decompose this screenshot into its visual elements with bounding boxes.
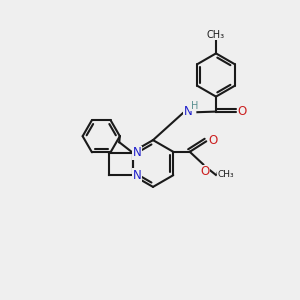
- Text: N: N: [133, 169, 142, 182]
- Text: CH₃: CH₃: [217, 170, 234, 179]
- Text: H: H: [191, 100, 198, 111]
- Text: H: H: [191, 101, 199, 111]
- Text: N: N: [184, 105, 193, 118]
- Text: O: O: [208, 133, 217, 146]
- Text: N: N: [133, 146, 142, 159]
- Text: O: O: [238, 105, 247, 118]
- Text: N: N: [184, 105, 193, 118]
- Text: N: N: [133, 169, 142, 182]
- Text: CH₃: CH₃: [207, 30, 225, 40]
- Text: CH₃: CH₃: [216, 170, 232, 179]
- Text: O: O: [200, 165, 209, 178]
- Text: N: N: [133, 146, 142, 159]
- Text: O: O: [200, 164, 209, 178]
- Text: CH₃: CH₃: [207, 30, 225, 40]
- Text: O: O: [208, 134, 218, 147]
- Text: N: N: [184, 105, 193, 118]
- Text: O: O: [238, 105, 247, 118]
